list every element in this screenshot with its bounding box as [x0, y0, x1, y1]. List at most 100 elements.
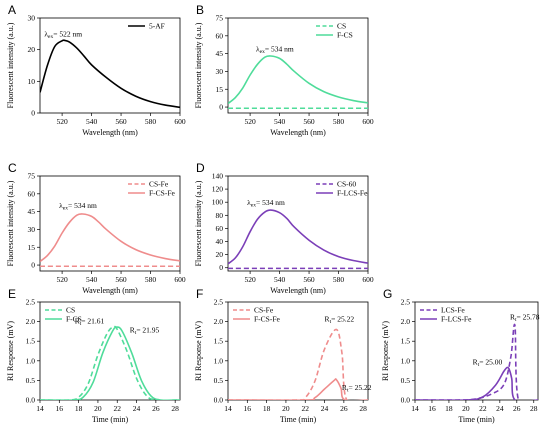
x-tick-label: 16: [428, 404, 436, 413]
y-tick-label: 45: [216, 49, 224, 58]
panel-d: 520 540 560 580 600 0 20 40 60 80 100 120 140 Wavelen…: [194, 161, 374, 295]
y-tick-label: 20: [28, 45, 36, 54]
y-axis-label: RI Response (mV): [381, 321, 390, 381]
plot-frame: [227, 175, 369, 272]
peak-annotation: Rt= 21.95: [130, 326, 160, 337]
x-tick-label: 16: [56, 404, 64, 413]
peak-annotation: λex= 534 nm: [247, 198, 285, 209]
y-tick-label: 15: [216, 85, 224, 94]
y-tick-label: 0.0: [401, 396, 411, 405]
y-tick-label: 10: [28, 77, 36, 86]
peak-annotation: Rt= 25.22: [342, 383, 372, 394]
x-axis-label: Wavelength (nm): [82, 286, 138, 295]
x-tick-label: 26: [340, 404, 348, 413]
x-tick-label: 18: [445, 404, 453, 413]
y-tick-label: 0.5: [401, 376, 411, 385]
x-tick-label: 22: [479, 404, 487, 413]
y-tick-label: 1.0: [401, 356, 411, 365]
legend-entry: F-CS: [66, 315, 82, 324]
y-tick-label: 2.5: [401, 298, 411, 307]
legend-entry: CS-Fe: [254, 306, 274, 315]
panel-label: A: [8, 3, 16, 17]
x-tick-label: 520: [56, 117, 68, 126]
y-tick-label: 30: [28, 14, 36, 23]
y-tick-label: 0: [31, 261, 35, 270]
x-tick-label: 560: [303, 275, 315, 284]
y-tick-label: 2.0: [26, 317, 36, 326]
x-tick-label: 540: [274, 275, 286, 284]
y-tick-label: 45: [28, 207, 36, 216]
x-tick-label: 560: [115, 117, 127, 126]
y-tick-label: 2.0: [214, 317, 224, 326]
y-tick-label: 80: [216, 211, 224, 220]
peak-annotation: Rt= 25.78: [510, 313, 540, 324]
x-tick-label: 520: [56, 275, 68, 284]
y-tick-label: 75: [216, 14, 224, 23]
peak-annotation: Rt= 21.61: [75, 317, 105, 328]
x-tick-label: 26: [152, 404, 160, 413]
x-tick-label: 540: [86, 275, 98, 284]
y-tick-label: 2.5: [214, 298, 224, 307]
x-axis-label: Wavelength (nm): [82, 128, 138, 137]
x-axis-label: Time (min): [280, 415, 317, 424]
legend-entry: F-CS: [337, 31, 353, 40]
y-tick-label: 2.0: [401, 317, 411, 326]
legend-entry: F-CS-Fe: [254, 315, 281, 324]
x-tick-label: 24: [496, 404, 504, 413]
panel-label: D: [196, 161, 205, 175]
legend-entry: F-LCS-Fe: [337, 189, 368, 198]
legend-entry: F-LCS-Fe: [441, 315, 472, 324]
x-axis-label: Wavelength (nm): [270, 128, 326, 137]
y-tick-label: 60: [216, 31, 224, 40]
x-tick-label: 14: [224, 404, 232, 413]
y-tick-label: 140: [212, 172, 224, 181]
y-tick-label: 0.0: [26, 396, 36, 405]
x-tick-label: 24: [321, 404, 329, 413]
x-tick-label: 580: [145, 117, 157, 126]
legend-entry: CS-Fe: [149, 180, 169, 189]
x-tick-label: 18: [263, 404, 271, 413]
y-tick-label: 30: [28, 225, 36, 234]
y-tick-label: 0: [219, 263, 223, 272]
panel-f: 14 16 18 20 22 24 26 28 0.0 0.5 1.0 1.5 2.0 2.5 Time (…: [194, 287, 372, 424]
panel-a: 520 540 560 580 600 0 10 20 30 Wavelength (nm) Flu…: [6, 3, 186, 137]
x-tick-label: 22: [113, 404, 121, 413]
plot-frame: [39, 175, 181, 272]
peak-annotation: λex= 534 nm: [59, 201, 97, 212]
series-line-f-lcs-fe: [228, 209, 368, 265]
series-line-f-cs-fe: [228, 378, 368, 400]
series-line-f-cs: [228, 55, 368, 105]
x-tick-label: 14: [36, 404, 44, 413]
y-tick-label: 60: [28, 189, 36, 198]
legend-entry: F-CS-Fe: [149, 189, 176, 198]
peak-annotation: λex= 534 nm: [256, 44, 294, 55]
legend-entry: CS-60: [337, 180, 356, 189]
x-tick-label: 600: [362, 275, 374, 284]
x-tick-label: 560: [303, 117, 315, 126]
panel-b: 520 540 560 580 600 0 15 30 45 60 75 Wavelength (nm…: [194, 3, 374, 137]
y-tick-label: 40: [216, 237, 224, 246]
peak-annotation: λex= 522 nm: [44, 29, 82, 40]
x-tick-label: 580: [333, 117, 345, 126]
x-tick-label: 540: [86, 117, 98, 126]
x-tick-label: 580: [145, 275, 157, 284]
x-tick-label: 560: [115, 275, 127, 284]
x-tick-label: 540: [274, 117, 286, 126]
y-tick-label: 1.5: [401, 337, 411, 346]
legend-entry: 5-AF: [149, 22, 165, 31]
x-tick-label: 520: [244, 275, 256, 284]
x-tick-label: 24: [133, 404, 141, 413]
y-axis-label: RI Response (mV): [6, 321, 15, 381]
panel-label: E: [8, 287, 16, 301]
y-tick-label: 75: [28, 172, 36, 181]
panel-label: C: [8, 161, 17, 175]
panel-label: B: [196, 3, 204, 17]
y-tick-label: 0.5: [26, 376, 36, 385]
x-axis-label: Time (min): [92, 415, 129, 424]
x-tick-label: 520: [244, 117, 256, 126]
x-tick-label: 26: [513, 404, 521, 413]
y-tick-label: 60: [216, 224, 224, 233]
legend-entry: CS: [337, 22, 346, 31]
x-tick-label: 20: [282, 404, 290, 413]
